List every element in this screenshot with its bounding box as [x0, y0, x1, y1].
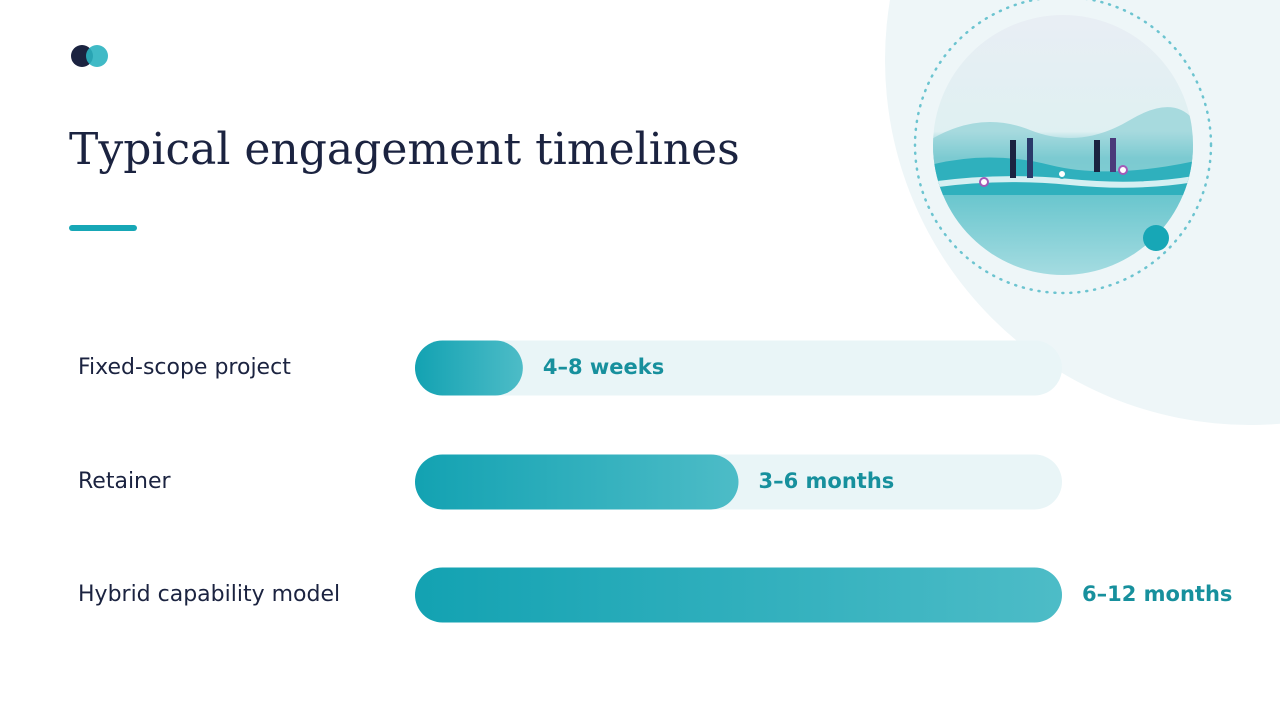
value-label: 6–12 months — [1082, 582, 1232, 606]
chart-title: Typical engagement timelines — [69, 124, 740, 175]
category-label: Hybrid capability model — [78, 582, 340, 607]
category-label: Fixed-scope project — [78, 355, 291, 380]
dotted-ring — [913, 0, 1213, 295]
logo-right — [86, 45, 108, 67]
category-label: Retainer — [78, 469, 172, 494]
bar — [415, 454, 739, 510]
title-underline — [69, 225, 137, 231]
bar — [415, 567, 1062, 623]
bar-track — [415, 340, 1062, 396]
value-label: 3–6 months — [759, 469, 895, 493]
accent-dot — [1143, 225, 1169, 251]
value-label: 4–8 weeks — [543, 355, 664, 379]
bar — [415, 340, 523, 396]
